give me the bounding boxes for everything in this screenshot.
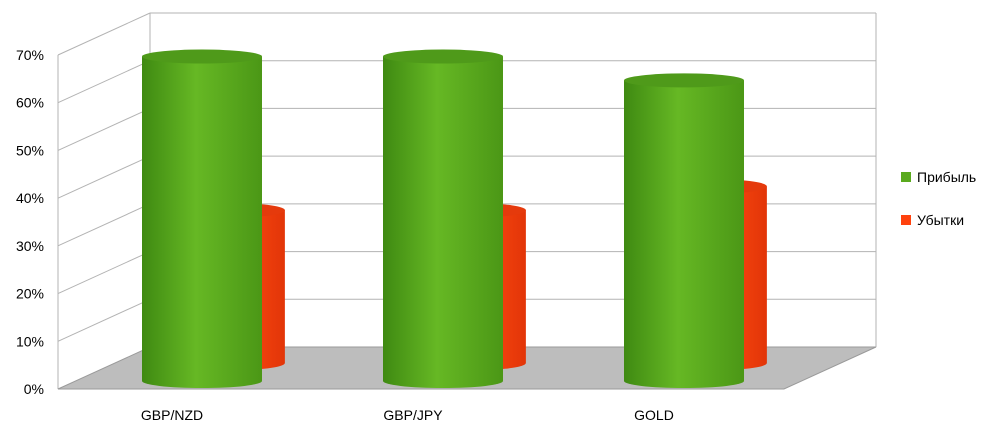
bar-top xyxy=(142,49,262,64)
bar-body xyxy=(142,56,262,389)
y-tick-label: 40% xyxy=(16,190,44,206)
legend-swatch xyxy=(901,172,911,182)
y-tick-label: 50% xyxy=(16,142,44,158)
y-tick-label: 70% xyxy=(16,47,44,63)
legend-label: Убытки xyxy=(917,212,964,228)
gridline-side xyxy=(57,298,151,342)
y-tick-label: 10% xyxy=(16,333,44,349)
y-tick-label: 0% xyxy=(24,381,44,397)
x-category-label: GBP/NZD xyxy=(141,407,203,422)
bar-top xyxy=(383,49,503,64)
gridline-side xyxy=(57,60,151,104)
legend-label: Прибыль xyxy=(917,169,976,185)
x-category-label: GOLD xyxy=(634,407,674,422)
bar-Прибыль-GOLD xyxy=(624,73,744,389)
y-tick-label: 20% xyxy=(16,286,44,302)
bar-body xyxy=(383,56,503,389)
x-category-label: GBP/JPY xyxy=(383,407,443,422)
gridline-side xyxy=(57,155,151,199)
bar-body xyxy=(624,80,744,389)
gridline-side xyxy=(57,107,151,151)
gridline-side xyxy=(57,203,151,247)
bar-top xyxy=(624,73,744,88)
legend-swatch xyxy=(901,215,911,225)
bar-Прибыль-GBP/JPY xyxy=(383,49,503,389)
chart-bars xyxy=(142,49,767,389)
bar-Прибыль-GBP/NZD xyxy=(142,49,262,389)
y-tick-label: 30% xyxy=(16,238,44,254)
chart-labels: 0% 10% 20% 30% 40% 50% 60% 70% GBP/NZD GBP/JPY GOL… xyxy=(16,47,674,422)
gridline-side xyxy=(57,251,151,295)
y-tick-label: 60% xyxy=(16,95,44,111)
legend: Прибыль Убытки xyxy=(901,169,976,228)
gridline-side xyxy=(57,12,151,56)
